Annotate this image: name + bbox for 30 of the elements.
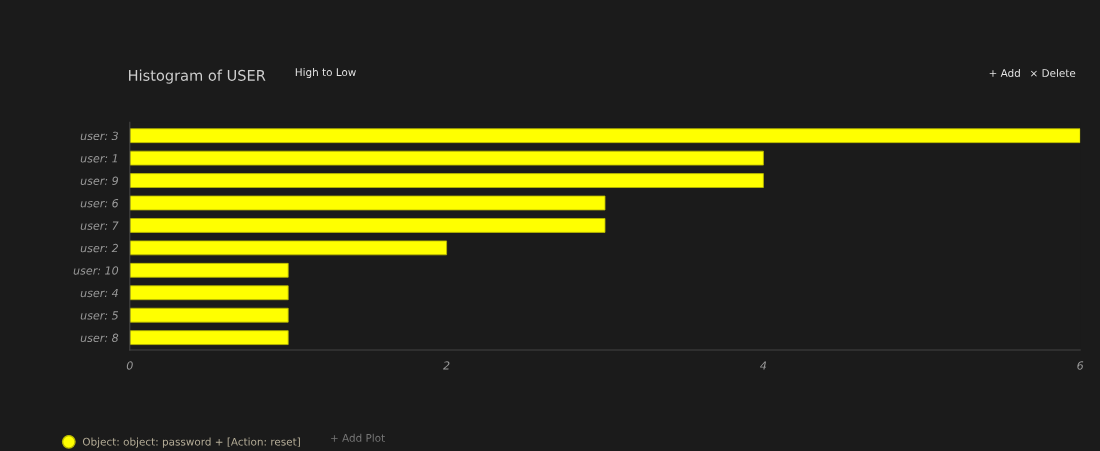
- bar: [129, 195, 606, 211]
- bar: [129, 240, 448, 256]
- bar: [129, 285, 289, 301]
- text: High to Low: [295, 68, 356, 79]
- text: × Delete: [1030, 68, 1076, 77]
- y-tick-label: user: 3: [80, 131, 118, 141]
- text: + Add: [989, 68, 1020, 77]
- text: + Add Plot: [331, 433, 385, 442]
- y-tick-label: user: 2: [80, 243, 118, 253]
- bar: [129, 330, 289, 346]
- bar: [129, 218, 606, 233]
- x-tick-label: 2: [443, 361, 450, 370]
- legend-label: Object: object: password + [Action: reset]: [82, 437, 300, 448]
- y-tick-label: user: 4: [80, 288, 118, 298]
- y-tick-label: user: 5: [80, 311, 119, 320]
- y-tick-label: user: 6: [80, 198, 119, 208]
- x-tick-label: 6: [1077, 361, 1084, 370]
- y-tick-label: user: 7: [80, 221, 119, 230]
- bar: [129, 307, 289, 323]
- y-tick-label: user: 1: [80, 154, 118, 163]
- x-tick-label: 0: [126, 361, 133, 370]
- x-tick-label: 4: [760, 361, 767, 370]
- y-tick-label: user: 8: [80, 333, 119, 343]
- bar: [129, 128, 1081, 144]
- chart-title: Histogram of USER: [129, 69, 266, 84]
- y-tick-label: user: 9: [80, 176, 118, 185]
- bar: [129, 150, 764, 166]
- bar: [129, 262, 289, 278]
- y-tick-label: user: 10: [73, 266, 119, 275]
- bar: [129, 173, 764, 188]
